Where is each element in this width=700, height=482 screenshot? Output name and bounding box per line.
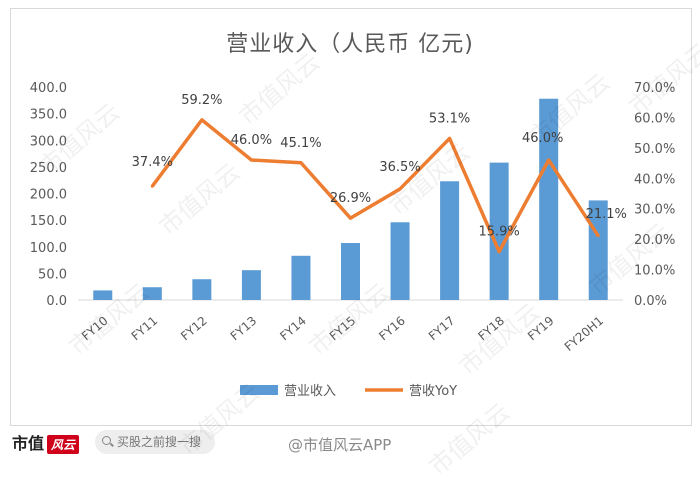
- bar: [192, 279, 212, 300]
- y-left-tick-label: 100.0: [30, 241, 67, 256]
- y-left-tick-label: 350.0: [30, 108, 67, 123]
- yoy-point: [200, 118, 204, 122]
- bar: [588, 200, 608, 300]
- x-tick-label: FY13: [228, 314, 260, 344]
- legend-bar-label: 营业收入: [284, 384, 336, 399]
- yoy-data-label: 46.0%: [522, 131, 563, 146]
- y-left-tick-label: 250.0: [30, 161, 67, 176]
- bar: [390, 222, 410, 300]
- y-right-tick-label: 0.0%: [634, 294, 667, 309]
- yoy-data-label: 15.9%: [478, 225, 519, 240]
- x-tick-label: FY18: [475, 314, 507, 344]
- yoy-point: [349, 216, 352, 220]
- yoy-point: [448, 136, 452, 140]
- yoy-point: [596, 234, 600, 238]
- y-left-tick-label: 400.0: [30, 81, 67, 96]
- y-right-tick-label: 70.0%: [634, 81, 675, 96]
- page: 营业收入（人民币 亿元) 0.0 50.0 100.0 150.0 200.0 250.0…: [0, 0, 700, 466]
- yoy-point: [497, 250, 501, 254]
- search-placeholder: 买股之前搜一搜: [117, 435, 202, 449]
- x-tick-label: FY17: [426, 314, 458, 344]
- y-right-tick-label: 40.0%: [634, 172, 675, 187]
- yoy-point: [547, 158, 551, 162]
- y-right-tick-label: 50.0%: [634, 142, 675, 157]
- x-tick-label: FY19: [525, 314, 557, 344]
- bar: [539, 98, 559, 300]
- bar: [241, 270, 261, 300]
- y-left-tick-label: 150.0: [30, 214, 67, 229]
- y-right-tick-label: 10.0%: [634, 264, 675, 279]
- y-left-tick-label: 200.0: [30, 188, 67, 203]
- yoy-data-label: 46.0%: [231, 133, 272, 148]
- bar: [291, 255, 311, 300]
- x-tick-label: FY14: [277, 314, 309, 344]
- bar: [93, 290, 113, 300]
- x-tick-label: FY16: [376, 314, 408, 344]
- yoy-point: [249, 158, 253, 162]
- yoy-point: [398, 187, 402, 191]
- y-left-tick-label: 300.0: [30, 134, 67, 149]
- bar: [440, 181, 460, 300]
- footer: 市值 风云 买股之前搜一搜 @市值风云APP: [0, 428, 700, 466]
- yoy-point: [150, 184, 154, 188]
- brand-badge: 风云: [47, 435, 80, 454]
- yoy-data-label: 53.1%: [429, 111, 470, 126]
- search-icon: [102, 436, 111, 445]
- x-tick-label: FY11: [129, 314, 161, 344]
- brand-name: 市值: [12, 434, 45, 453]
- yoy-data-label: 59.2%: [181, 93, 222, 108]
- yoy-series-line: [150, 118, 600, 254]
- yoy-data-label: 37.4%: [132, 155, 173, 170]
- x-tick-label: FY12: [178, 314, 210, 344]
- y-right-tick-label: 20.0%: [634, 233, 675, 248]
- weibo-handle: @市值风云APP: [288, 436, 392, 454]
- chart-title: 营业收入（人民币 亿元): [226, 32, 474, 57]
- brand-logo: 市值 风云: [12, 430, 80, 454]
- bar: [489, 162, 509, 300]
- bar: [341, 243, 360, 300]
- y-right-tick-label: 30.0%: [634, 203, 675, 218]
- search-box[interactable]: 买股之前搜一搜: [95, 430, 215, 454]
- legend-line-label: 营收YoY: [409, 384, 457, 399]
- bar: [142, 287, 162, 300]
- yoy-data-label: 26.9%: [330, 191, 371, 206]
- y-right-tick-label: 60.0%: [634, 111, 675, 126]
- yoy-data-label: 21.1%: [586, 207, 627, 222]
- chart-plot: 0.0 50.0 100.0 150.0 200.0 250.0 300.0 350.0 400…: [30, 81, 676, 399]
- x-tick-label: FY10: [79, 314, 111, 344]
- x-tick-label: FY15: [327, 314, 359, 344]
- yoy-data-label: 36.5%: [379, 160, 420, 175]
- legend-bar-swatch: [240, 385, 278, 395]
- yoy-data-label: 45.1%: [280, 136, 321, 151]
- y-left-tick-label: 50.0: [38, 267, 67, 282]
- y-left-tick-label: 0.0: [46, 294, 67, 309]
- x-tick-label: FY20H1: [562, 314, 606, 354]
- yoy-point: [299, 161, 303, 165]
